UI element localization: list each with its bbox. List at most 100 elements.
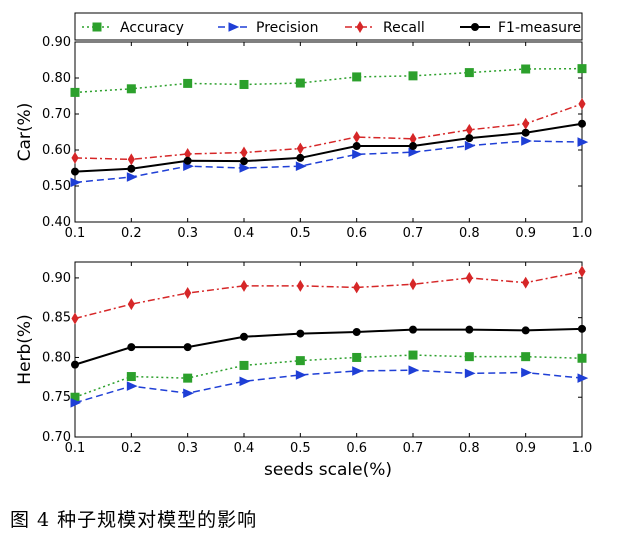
data-point bbox=[464, 368, 476, 379]
data-point bbox=[521, 136, 532, 146]
data-point bbox=[464, 68, 474, 78]
series-line bbox=[74, 369, 583, 404]
data-point bbox=[126, 372, 136, 382]
data-point bbox=[465, 271, 473, 284]
data-point bbox=[127, 343, 136, 352]
data-point bbox=[240, 279, 248, 292]
legend-label: F1-measure bbox=[498, 20, 581, 36]
series-accuracy bbox=[70, 350, 587, 402]
data-point bbox=[521, 64, 531, 74]
data-point bbox=[578, 97, 586, 110]
data-point bbox=[126, 381, 138, 391]
x-tick-label: 0.9 bbox=[515, 226, 536, 241]
legend-item: Precision bbox=[218, 20, 318, 36]
legend-item: Recall bbox=[345, 20, 425, 36]
x-tick-label: 0.3 bbox=[177, 441, 198, 456]
data-point bbox=[409, 278, 417, 291]
y-axis-label: Herb(%) bbox=[15, 314, 35, 384]
data-point bbox=[71, 167, 79, 176]
data-point bbox=[183, 373, 193, 383]
y-tick-label: 0.80 bbox=[42, 350, 71, 365]
data-point bbox=[465, 134, 474, 143]
data-point bbox=[408, 71, 418, 81]
data-point bbox=[521, 326, 530, 335]
data-point bbox=[70, 398, 82, 408]
data-point bbox=[408, 350, 418, 360]
y-tick-label: 0.85 bbox=[42, 311, 71, 326]
x-tick-label: 0.5 bbox=[290, 226, 311, 241]
series-precision bbox=[70, 136, 589, 188]
series-line bbox=[74, 103, 583, 161]
data-point bbox=[126, 172, 138, 182]
legend: Accuracy Precision Recall F1-measure bbox=[74, 12, 583, 41]
data-point bbox=[127, 298, 135, 311]
data-point bbox=[409, 142, 417, 151]
legend-marker bbox=[471, 23, 479, 31]
data-point bbox=[127, 153, 135, 166]
data-point bbox=[352, 366, 363, 376]
series-line bbox=[74, 122, 583, 173]
data-point bbox=[352, 142, 361, 151]
data-point bbox=[126, 84, 136, 94]
data-point bbox=[352, 72, 362, 82]
series-precision bbox=[70, 365, 589, 408]
legend-marker bbox=[356, 21, 364, 33]
data-point bbox=[522, 276, 530, 289]
x-tick-label: 1.0 bbox=[572, 441, 593, 456]
y-tick-label: 0.70 bbox=[42, 430, 71, 445]
x-tick-label: 0.1 bbox=[65, 226, 86, 241]
data-point bbox=[464, 140, 476, 151]
x-tick-label: 0.6 bbox=[346, 441, 367, 456]
series-line bbox=[74, 140, 583, 184]
data-point bbox=[409, 325, 417, 334]
y-tick-label: 0.60 bbox=[42, 143, 71, 158]
data-point bbox=[521, 352, 531, 362]
legend-box bbox=[74, 12, 583, 41]
data-point bbox=[521, 367, 532, 378]
data-point bbox=[465, 325, 474, 334]
series-line bbox=[74, 327, 583, 366]
data-point bbox=[71, 360, 79, 369]
data-point bbox=[578, 119, 586, 128]
legend-label: Accuracy bbox=[120, 20, 184, 36]
data-point bbox=[295, 161, 307, 171]
data-point bbox=[578, 265, 586, 278]
plot-frame bbox=[74, 261, 583, 438]
data-point bbox=[70, 87, 80, 97]
x-tick-label: 0.8 bbox=[459, 226, 480, 241]
x-tick-label: 0.5 bbox=[290, 441, 311, 456]
data-point bbox=[296, 329, 305, 338]
data-point bbox=[578, 324, 586, 333]
x-tick-label: 0.3 bbox=[177, 226, 198, 241]
chart-panel-herb: 0.1 0.2 0.3 0.4 0.5 0.6 0.7 0.8 0.9 1.0 0.70 0.75 0.… bbox=[15, 261, 593, 456]
series-recall bbox=[71, 265, 586, 325]
data-point bbox=[464, 352, 474, 362]
data-point bbox=[408, 365, 420, 375]
data-point bbox=[71, 312, 79, 325]
x-axis-label: seeds scale(%) bbox=[264, 460, 392, 480]
data-point bbox=[296, 153, 305, 162]
y-tick-label: 0.40 bbox=[42, 215, 71, 230]
data-point bbox=[184, 287, 192, 299]
y-tick-label: 0.90 bbox=[42, 271, 71, 286]
data-point bbox=[408, 147, 420, 157]
x-tick-label: 0.2 bbox=[121, 226, 142, 241]
data-point bbox=[352, 149, 363, 160]
data-point bbox=[183, 343, 192, 352]
data-point bbox=[239, 360, 249, 370]
data-point bbox=[239, 163, 251, 173]
data-point bbox=[295, 370, 307, 380]
data-point bbox=[295, 78, 305, 88]
data-point bbox=[183, 156, 192, 165]
y-tick-label: 0.75 bbox=[42, 390, 71, 405]
y-tick-label: 0.70 bbox=[42, 107, 71, 122]
series-f1-measure bbox=[71, 324, 586, 369]
legend-item: F1-measure bbox=[460, 20, 581, 36]
data-point bbox=[577, 353, 587, 363]
data-point bbox=[240, 332, 248, 341]
data-point bbox=[71, 151, 79, 164]
data-point bbox=[183, 388, 194, 399]
y-tick-label: 0.90 bbox=[42, 35, 71, 50]
legend-item: Accuracy bbox=[82, 20, 184, 36]
